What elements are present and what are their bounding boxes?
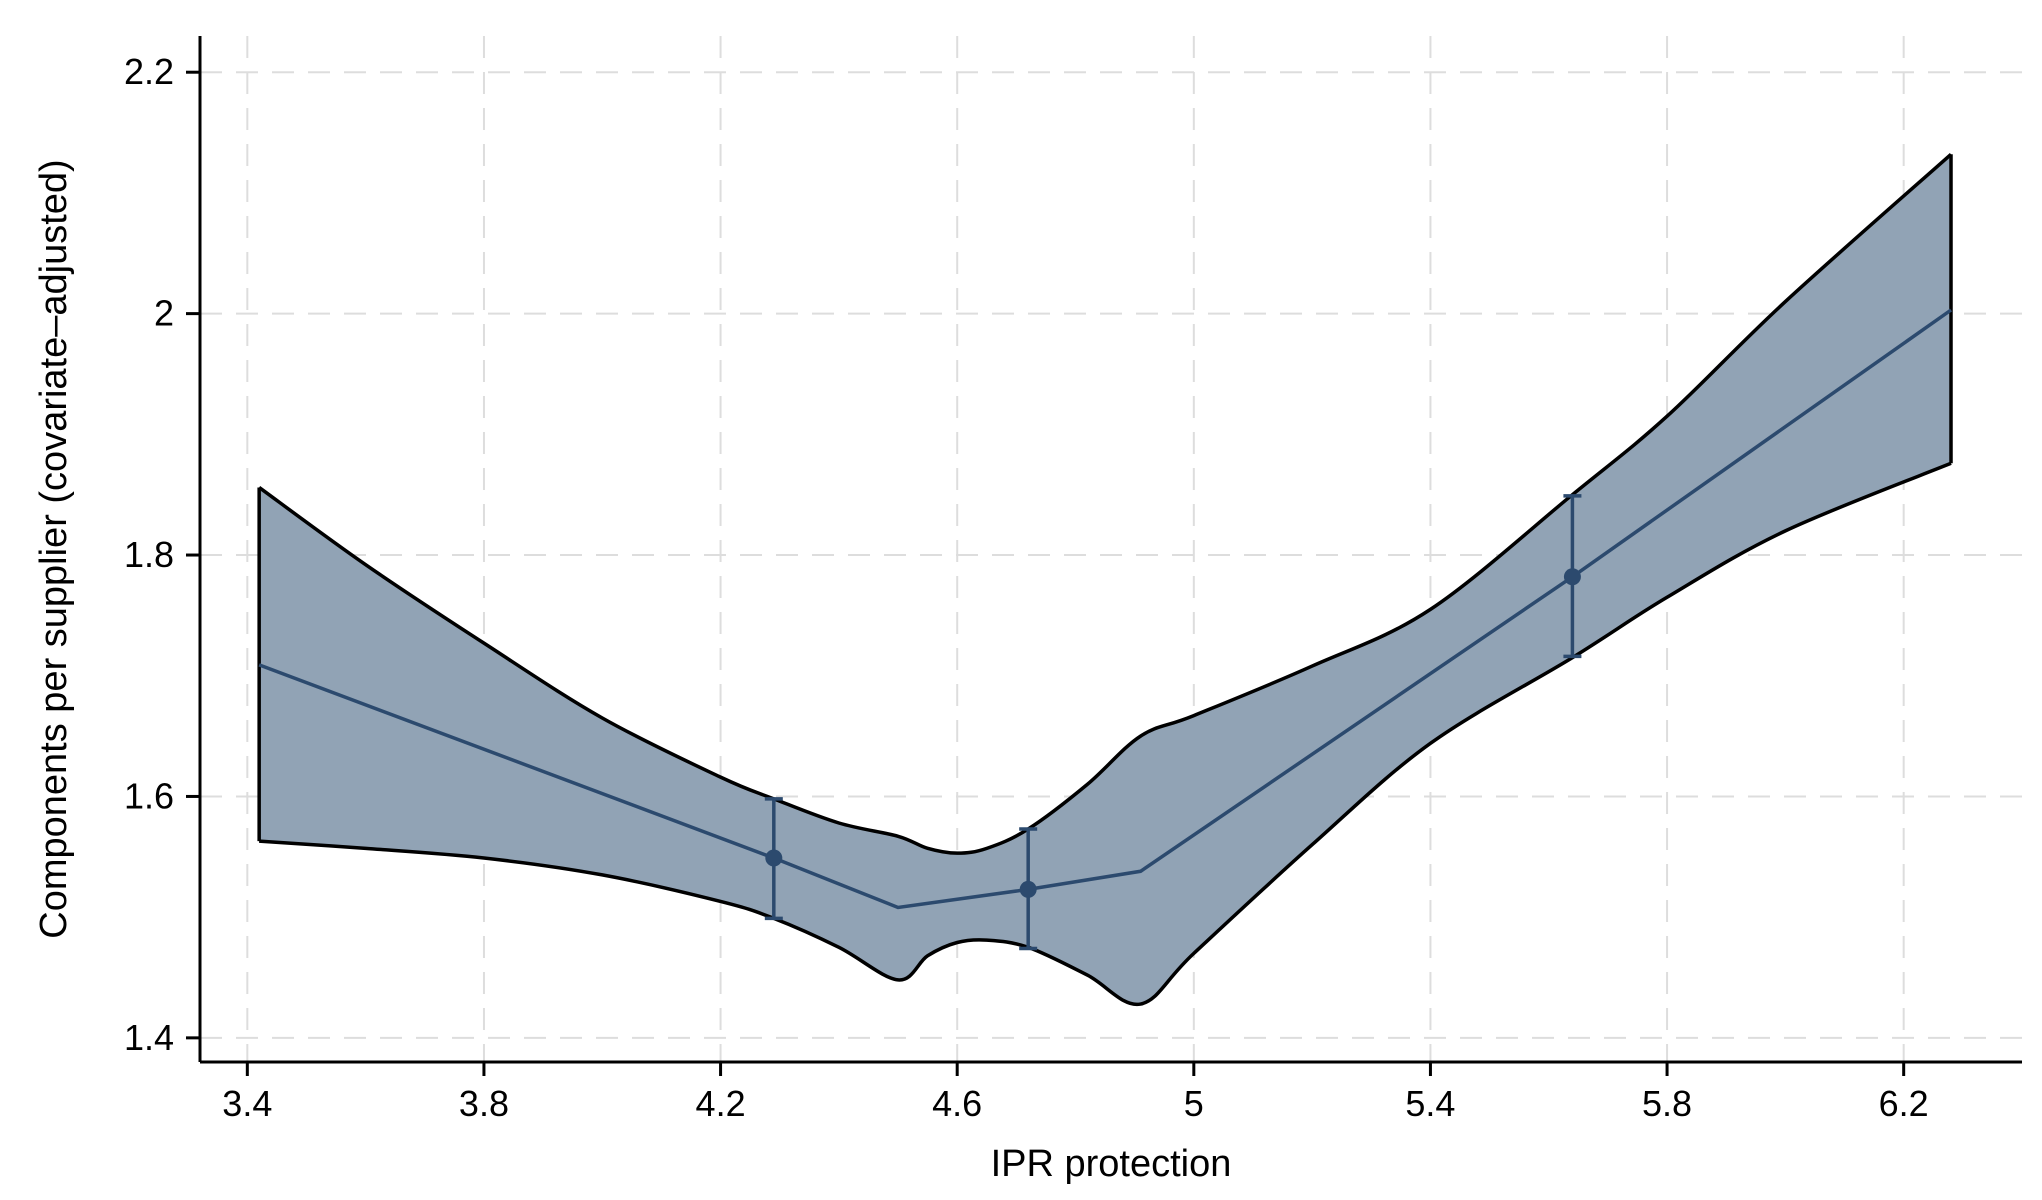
x-tick-label-6: 5.8 xyxy=(1642,1083,1692,1124)
band-area xyxy=(259,154,1952,1005)
y-tick-label-3: 2 xyxy=(154,293,174,334)
band-upper-edge xyxy=(258,152,1953,855)
confidence-band xyxy=(257,152,1953,1007)
axes xyxy=(198,36,2022,1064)
y-tick-label-1: 1.6 xyxy=(124,775,174,816)
x-tick-label-4: 5 xyxy=(1184,1083,1204,1124)
x-tick-label-0: 3.4 xyxy=(222,1083,272,1124)
x-axis-title: IPR protection xyxy=(991,1143,1232,1185)
data-point-2 xyxy=(1563,568,1581,586)
data-point-1 xyxy=(1019,880,1037,898)
x-tick-label-7: 6.2 xyxy=(1879,1083,1929,1124)
y-axis-title: Components per supplier (covariate–adjus… xyxy=(33,159,75,938)
ticks: 3.4 3.8 4.2 4.6 5 5.4 5.8 6.2 1.4 1.6 1.8 2 2.2 xyxy=(124,51,1929,1124)
data-point-0 xyxy=(765,849,783,867)
x-tick-label-2: 4.2 xyxy=(696,1083,746,1124)
x-tick-label-5: 5.4 xyxy=(1405,1083,1455,1124)
y-tick-label-4: 2.2 xyxy=(124,51,174,92)
y-tick-label-0: 1.4 xyxy=(124,1017,174,1058)
band-lower-edge xyxy=(259,461,1952,1007)
y-tick-label-2: 1.8 xyxy=(124,534,174,575)
x-tick-label-1: 3.8 xyxy=(459,1083,509,1124)
error-bars xyxy=(764,494,1582,951)
x-tick-label-3: 4.6 xyxy=(932,1083,982,1124)
